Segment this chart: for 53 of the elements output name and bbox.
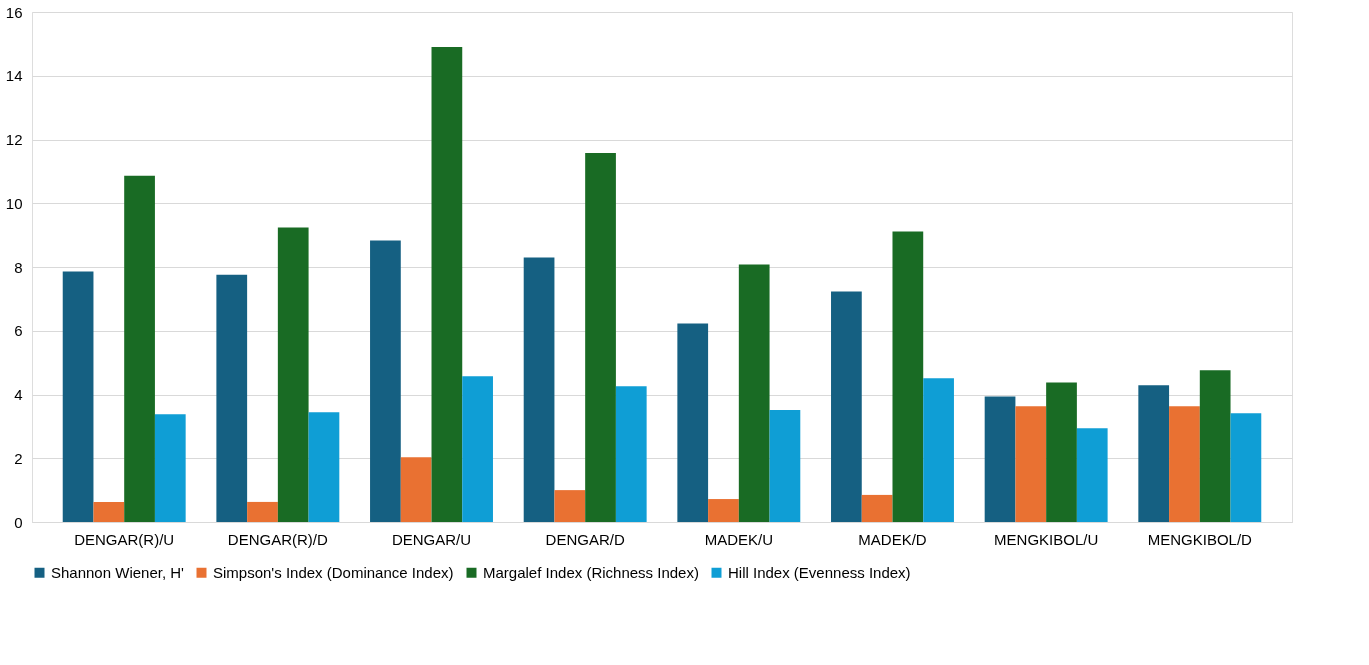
bar (93, 501, 125, 522)
legend-label: Hill Index (Evenness Index) (728, 563, 911, 581)
y-tick-label: 6 (14, 322, 23, 340)
bar (62, 271, 94, 522)
x-tick-label: MENGKIBOL/D (1147, 530, 1253, 548)
bar (247, 501, 278, 522)
bar (400, 457, 432, 522)
x-tick-label: MADEK/D (858, 530, 927, 548)
bar (1076, 428, 1108, 522)
bar (154, 414, 186, 522)
bar (1199, 370, 1231, 522)
bar (923, 378, 954, 522)
x-tick-label: MADEK/U (704, 530, 773, 548)
y-tick-label: 10 (5, 194, 23, 212)
y-tick-label: 8 (14, 258, 23, 276)
bar (984, 396, 1016, 522)
bar (615, 386, 647, 522)
bar (431, 47, 463, 522)
bar (831, 291, 862, 522)
bar (370, 240, 401, 522)
bar (216, 274, 248, 522)
legend-label: Margalef Index (Richness Index) (483, 563, 699, 581)
bar (1230, 413, 1262, 522)
bar (1015, 406, 1047, 522)
bar (677, 323, 709, 522)
legend-label: Simpson's Index (Dominance Index) (213, 563, 454, 581)
bar (892, 231, 924, 522)
bar (124, 175, 155, 522)
bar (554, 490, 586, 522)
bar (585, 152, 616, 522)
legend-label: Shannon Wiener, H' (51, 563, 185, 581)
bar (738, 264, 770, 522)
bar (1046, 382, 1077, 522)
y-tick-label: 2 (14, 449, 23, 467)
y-tick-label: 14 (5, 67, 23, 85)
bar (769, 410, 801, 522)
bar (523, 257, 555, 522)
bar (1169, 406, 1200, 522)
bar (861, 494, 893, 522)
x-tick-label: MENGKIBOL/U (994, 530, 1099, 548)
bar (462, 376, 493, 522)
x-tick-label: DENGAR(R)/U (74, 530, 175, 548)
bar (708, 499, 739, 522)
y-tick-label: 4 (14, 386, 23, 403)
x-tick-label: DENGAR/U (391, 530, 472, 548)
y-tick-label: 0 (14, 513, 23, 531)
y-tick-label: 12 (5, 131, 23, 148)
bar (1138, 385, 1170, 522)
y-tick-label: 16 (5, 3, 23, 21)
bar (277, 227, 309, 522)
x-tick-label: DENGAR/D (545, 530, 625, 548)
x-tick-label: DENGAR(R)/D (227, 530, 329, 548)
bar (308, 412, 340, 522)
